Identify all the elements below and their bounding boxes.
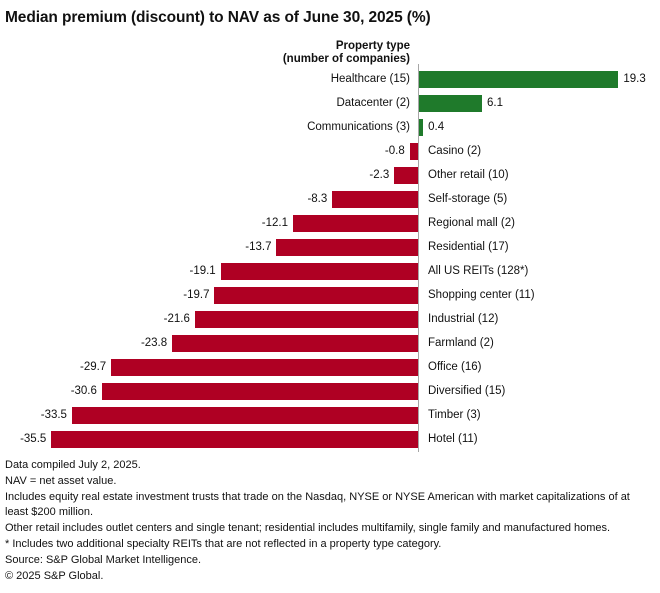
chart-bar xyxy=(71,406,418,424)
chart-bar xyxy=(194,310,418,328)
footnote-data-compiled: Data compiled July 2, 2025. xyxy=(5,459,141,471)
category-label: Self-storage (5) xyxy=(428,193,508,205)
category-label: Office (16) xyxy=(428,361,482,373)
value-label: -12.1 xyxy=(261,217,289,229)
category-label: Timber (3) xyxy=(428,409,481,421)
value-label: -0.8 xyxy=(384,145,405,157)
value-label: -33.5 xyxy=(40,409,67,421)
chart-plot: Healthcare (15) 19.3 Datacenter (2) 6.1 Comm… xyxy=(0,64,660,452)
footnote-asterisk: * Includes two additional specialty REIT… xyxy=(5,538,442,550)
value-label: 6.1 xyxy=(487,97,503,109)
axis-header-line1: Property type xyxy=(335,40,410,52)
value-label: -35.5 xyxy=(20,433,47,445)
value-label: -29.7 xyxy=(79,361,107,373)
category-label: Shopping center (11) xyxy=(428,289,535,301)
chart-bar xyxy=(214,286,418,304)
value-label: 19.3 xyxy=(623,73,646,85)
category-label: Datacenter (2) xyxy=(336,97,410,109)
category-label: Industrial (12) xyxy=(428,313,499,325)
category-label: All US REITs (128*) xyxy=(428,265,529,277)
footnote-inclusion-criteria: Includes equity real estate investment t… xyxy=(5,491,630,518)
footnotes: Data compiled July 2, 2025. NAV = net as… xyxy=(5,458,655,585)
value-label: -13.7 xyxy=(245,241,272,253)
chart-bar xyxy=(394,166,418,184)
chart-bar xyxy=(409,142,418,160)
footnote-nav-definition: NAV = net asset value. xyxy=(5,475,117,487)
value-label: -21.6 xyxy=(163,313,190,325)
chart-bar xyxy=(419,94,482,112)
category-label: Hotel (11) xyxy=(428,433,478,445)
category-label: Diversified (15) xyxy=(428,385,506,397)
value-label: -19.7 xyxy=(183,289,210,301)
chart-bar xyxy=(51,430,418,448)
chart-title: Median premium (discount) to NAV as of J… xyxy=(5,9,431,26)
chart-bar xyxy=(419,70,619,88)
value-label: -23.8 xyxy=(140,337,168,349)
footnote-source: Source: S&P Global Market Intelligence. xyxy=(5,554,202,566)
category-label: Regional mall (2) xyxy=(428,217,515,229)
category-label: Healthcare (15) xyxy=(330,73,410,85)
axis-line xyxy=(418,64,419,452)
chart-bar xyxy=(101,382,418,400)
value-label: -2.3 xyxy=(369,169,390,181)
chart-bar xyxy=(111,358,418,376)
chart-bar xyxy=(293,214,418,232)
category-label: Farmland (2) xyxy=(428,337,494,349)
footnote-copyright: © 2025 S&P Global. xyxy=(5,570,104,582)
value-label: -8.3 xyxy=(307,193,328,205)
value-label: 0.4 xyxy=(428,121,445,133)
category-label: Residential (17) xyxy=(428,241,509,253)
chart-bar xyxy=(220,262,418,280)
value-label: -30.6 xyxy=(70,385,97,397)
category-label: Communications (3) xyxy=(307,121,410,133)
category-label: Casino (2) xyxy=(428,145,482,157)
category-label: Other retail (10) xyxy=(428,169,509,181)
chart-bar xyxy=(419,118,424,136)
chart-bar xyxy=(172,334,418,352)
value-label: -19.1 xyxy=(189,265,216,277)
footnote-retail-residential-definition: Other retail includes outlet centers and… xyxy=(5,522,611,534)
chart-bar xyxy=(332,190,418,208)
chart-bar xyxy=(276,238,418,256)
axis-header: Property type (number of companies) xyxy=(283,40,410,66)
axis-header-line2: (number of companies) xyxy=(282,53,410,65)
